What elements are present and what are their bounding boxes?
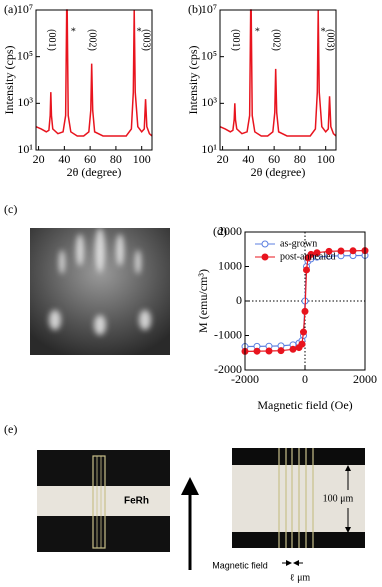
y-tick-label: -1000 bbox=[214, 327, 242, 341]
x-tick-label: 100 bbox=[133, 152, 151, 166]
legend-marker bbox=[261, 240, 269, 248]
x-tick-label: 80 bbox=[110, 152, 122, 166]
y-axis-label: Intensity (cps) bbox=[186, 46, 200, 115]
x-tick-label: 20 bbox=[33, 152, 45, 166]
legend-label: post-annealed bbox=[280, 251, 336, 262]
peak-label: (001) bbox=[230, 29, 241, 51]
x-tick-label: 40 bbox=[58, 152, 70, 166]
peak-label: * bbox=[137, 26, 142, 37]
y-tick-label: 10³ bbox=[17, 95, 33, 109]
plot-frame bbox=[244, 231, 366, 371]
x-tick-label: 40 bbox=[242, 152, 254, 166]
y-tick-label: 10³ bbox=[201, 95, 217, 109]
data-point bbox=[265, 347, 273, 355]
panel-label: (c) bbox=[4, 202, 17, 216]
panel-label: (d) bbox=[213, 224, 227, 238]
micrograph-left bbox=[37, 450, 170, 552]
panel-label: (b) bbox=[188, 2, 202, 16]
scale-label: 100 μm bbox=[323, 493, 354, 504]
y-tick-label: 10⁷ bbox=[201, 2, 217, 16]
y-tick-label: 10¹ bbox=[17, 142, 33, 156]
y-tick-label: 2000 bbox=[218, 224, 242, 238]
peak-label: * bbox=[71, 26, 76, 37]
y-tick-label: -2000 bbox=[214, 362, 242, 376]
peak-label: (002) bbox=[270, 29, 281, 51]
field-label: Magnetic field bbox=[212, 560, 268, 570]
data-point bbox=[337, 247, 345, 255]
panel-label: (e) bbox=[4, 422, 17, 436]
data-point bbox=[300, 328, 307, 336]
data-point bbox=[313, 249, 321, 257]
data-point bbox=[277, 347, 285, 355]
data-point bbox=[298, 340, 306, 348]
y-tick-label: 10⁵ bbox=[17, 48, 33, 62]
series-line bbox=[219, 9, 337, 137]
x-axis-label: 2θ (degree) bbox=[251, 165, 306, 179]
sample-label: FeRh bbox=[124, 496, 149, 507]
x-tick-label: 20 bbox=[217, 152, 229, 166]
y-tick-label: 10⁵ bbox=[201, 48, 217, 62]
x-tick-label: 60 bbox=[84, 152, 96, 166]
peak-label: (003) bbox=[324, 29, 335, 51]
series-line bbox=[35, 9, 153, 137]
y-tick-label: 0 bbox=[236, 293, 242, 307]
x-tick-label: 2000 bbox=[353, 372, 377, 386]
micrograph-right bbox=[232, 448, 365, 566]
peak-label: * bbox=[255, 26, 260, 37]
peak-label: (003) bbox=[140, 29, 151, 51]
width-label: ℓ μm bbox=[290, 572, 311, 583]
legend-label: as-grown bbox=[280, 238, 317, 249]
rheed-image bbox=[30, 228, 170, 355]
panel-label: (a) bbox=[4, 2, 17, 16]
x-tick-label: 60 bbox=[268, 152, 280, 166]
peak-label: (002) bbox=[86, 29, 97, 51]
y-axis-label: Intensity (cps) bbox=[2, 46, 16, 115]
y-tick-label: 1000 bbox=[218, 258, 242, 272]
y-axis-label: M (emu/cm³) bbox=[196, 269, 210, 333]
x-tick-label: -2000 bbox=[231, 372, 259, 386]
peak-label: (001) bbox=[46, 29, 57, 51]
legend-marker bbox=[261, 253, 269, 261]
x-axis-label: 2θ (degree) bbox=[67, 165, 122, 179]
y-tick-label: 10¹ bbox=[201, 142, 217, 156]
data-point bbox=[301, 307, 309, 315]
plot-frame bbox=[219, 9, 337, 151]
data-point bbox=[253, 347, 261, 355]
peak-label: * bbox=[321, 26, 326, 37]
data-point bbox=[325, 247, 333, 255]
x-tick-label: 80 bbox=[294, 152, 306, 166]
data-point bbox=[303, 266, 310, 274]
data-point bbox=[349, 247, 357, 255]
x-axis-label: Magnetic field (Oe) bbox=[257, 398, 352, 412]
y-tick-label: 10⁷ bbox=[17, 2, 33, 16]
x-tick-label: 100 bbox=[317, 152, 335, 166]
plot-frame bbox=[35, 9, 153, 151]
x-tick-label: 0 bbox=[302, 372, 308, 386]
data-point bbox=[289, 345, 297, 353]
